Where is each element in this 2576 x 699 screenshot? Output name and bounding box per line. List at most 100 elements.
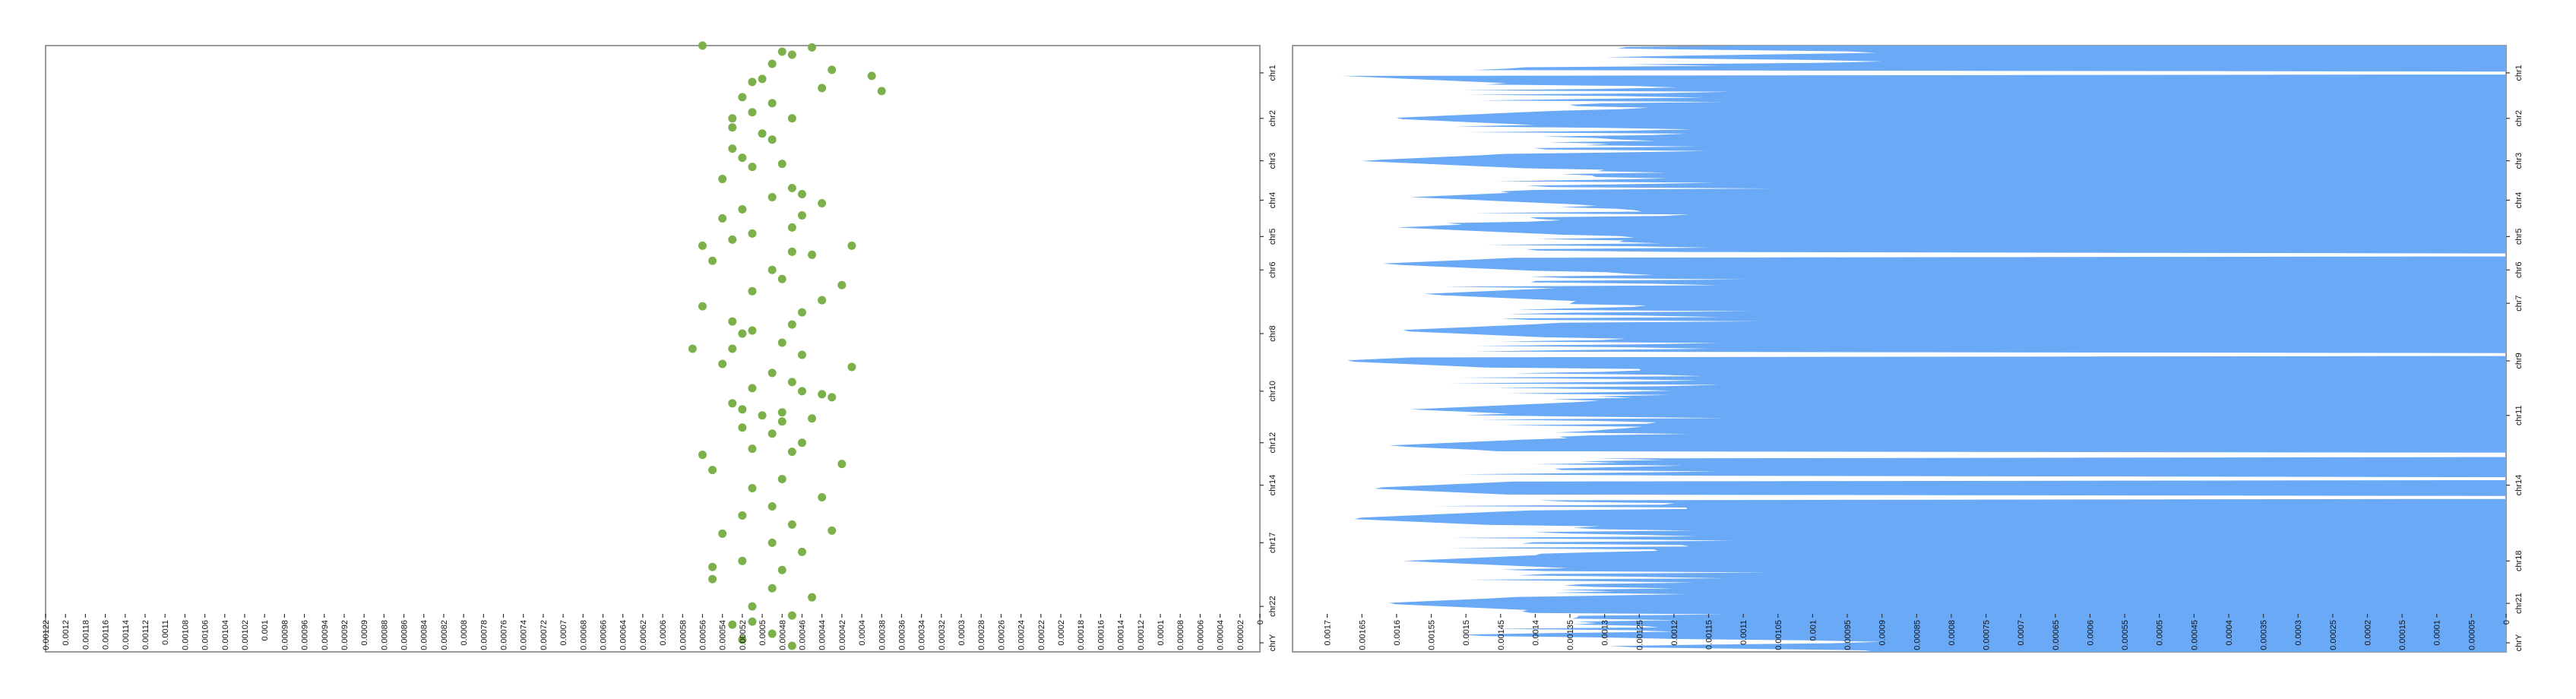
chromosome-label-group: chr3: [2506, 153, 2524, 169]
chromosome-label-group: chrY: [2506, 634, 2524, 651]
chromosome-label-group: chr7: [2506, 295, 2524, 312]
x-tick-label: 0.00016: [1097, 620, 1106, 650]
chromosome-label: chrY: [1268, 634, 1277, 651]
x-tick-label: 0.0016: [1393, 620, 1402, 646]
x-tick: 0.00068: [579, 614, 588, 650]
x-tick-label: 0.0003: [2294, 620, 2303, 646]
data-point: [787, 520, 796, 529]
data-point: [708, 574, 717, 584]
x-tick: 0.00018: [1077, 614, 1086, 650]
chromosome-label: chr18: [2514, 551, 2524, 572]
data-point: [748, 163, 757, 172]
data-point: [797, 190, 806, 199]
chromosome-label: chr1: [1268, 65, 1277, 81]
x-tick-label: 0.00078: [479, 620, 489, 650]
x-tick-label: 0.00014: [1117, 620, 1126, 650]
data-point: [738, 556, 747, 565]
data-point: [837, 460, 847, 469]
data-point: [808, 43, 817, 52]
x-tick-label: 0.00066: [600, 620, 609, 650]
data-point: [748, 484, 757, 493]
data-point: [837, 280, 847, 289]
x-tick-label: 0.00026: [997, 620, 1006, 650]
chromosome-label: chr3: [1268, 153, 1277, 169]
chromosome-label: chr4: [2514, 192, 2524, 208]
x-tick: 0.00046: [798, 614, 807, 650]
x-tick-label: 0.00018: [1077, 620, 1086, 650]
x-tick: 0.0006: [659, 614, 668, 646]
data-point: [787, 641, 796, 650]
x-tick-label: 0.001: [1809, 620, 1818, 641]
x-tick: 0.0012: [62, 614, 71, 646]
x-tick-label: 0.00028: [977, 620, 986, 650]
data-point: [718, 213, 727, 223]
x-tick-label: 0.00054: [719, 620, 728, 650]
x-tick-label: 0.00165: [1358, 620, 1367, 650]
chromosome-label-group: chr2: [2506, 110, 2524, 126]
chromosome-label: chr22: [1268, 596, 1277, 617]
chromosome-label-group: chr21: [2506, 593, 2524, 614]
x-tick: 0.00096: [301, 614, 310, 650]
x-tick-label: 0.00096: [301, 620, 310, 650]
x-tick-label: 0.00012: [1137, 620, 1146, 650]
x-tick-label: 0.00025: [2329, 620, 2338, 650]
x-tick-label: 0.0003: [957, 620, 967, 646]
x-tick: 0.00044: [818, 614, 828, 650]
data-point: [728, 123, 737, 132]
x-tick-label: 0.001: [261, 620, 270, 641]
x-tick: 0.0009: [1878, 614, 1888, 646]
x-tick-label: 0.00115: [1705, 620, 1714, 650]
x-tick: 0.00116: [102, 614, 111, 650]
data-point: [728, 399, 737, 408]
data-point: [818, 296, 827, 305]
x-tick: 0.00122: [42, 614, 51, 650]
data-point: [728, 620, 737, 629]
data-point: [748, 77, 757, 87]
chromosome-label: chr2: [1268, 110, 1277, 126]
data-point: [828, 65, 837, 74]
x-tick-label: 0.0002: [1057, 620, 1066, 646]
x-tick: 0.00034: [918, 614, 927, 650]
data-point: [787, 50, 796, 59]
x-tick: 0.00064: [619, 614, 628, 650]
data-point: [767, 265, 777, 274]
data-point: [738, 153, 747, 163]
data-point: [818, 84, 827, 93]
data-point: [767, 368, 777, 378]
x-tick: 0.00104: [221, 614, 230, 650]
x-tick: 0.0007: [2017, 614, 2026, 646]
data-point: [767, 99, 777, 108]
data-point: [718, 529, 727, 538]
x-tick: 0.00022: [1037, 614, 1046, 650]
x-tick-label: 0.00055: [2121, 620, 2130, 650]
chromosome-label-group: chr12: [1260, 432, 1277, 453]
chromosome-label: chr6: [1268, 262, 1277, 278]
x-tick-label: 0.00036: [897, 620, 907, 650]
data-point: [767, 59, 777, 68]
x-tick-label: 0.0001: [2433, 620, 2442, 646]
x-tick: 0.001: [1809, 614, 1818, 641]
chromosome-label: chr7: [2514, 295, 2524, 311]
chromosome-label-group: chr1: [2506, 65, 2524, 81]
x-tick: 0.00045: [2190, 614, 2199, 650]
x-tick: 0.00042: [838, 614, 847, 650]
x-tick-label: 0.00002: [1236, 620, 1245, 650]
data-point: [698, 241, 707, 250]
chromosome-label-group: chr18: [2506, 551, 2524, 572]
x-tick-label: 0.00074: [520, 620, 529, 650]
chromosome-label-group: chr1: [1260, 65, 1277, 81]
x-tick: 0.00024: [1017, 614, 1027, 650]
x-tick-label: 0.0009: [360, 620, 369, 646]
data-point: [748, 326, 757, 335]
chromosome-label: chr11: [2514, 405, 2524, 425]
x-tick-label: 0.00034: [918, 620, 927, 650]
x-tick: 0.00106: [201, 614, 210, 650]
x-tick-label: 0.00092: [340, 620, 350, 650]
data-point: [767, 538, 777, 547]
x-tick: 0.00155: [1428, 614, 1437, 650]
x-tick: 0.0007: [559, 614, 568, 646]
x-tick-label: 0.00032: [938, 620, 947, 650]
chromosome-label-group: chr9: [2506, 353, 2524, 369]
x-tick: 0.00112: [141, 614, 150, 650]
x-tick-label: 0.00076: [500, 620, 509, 650]
